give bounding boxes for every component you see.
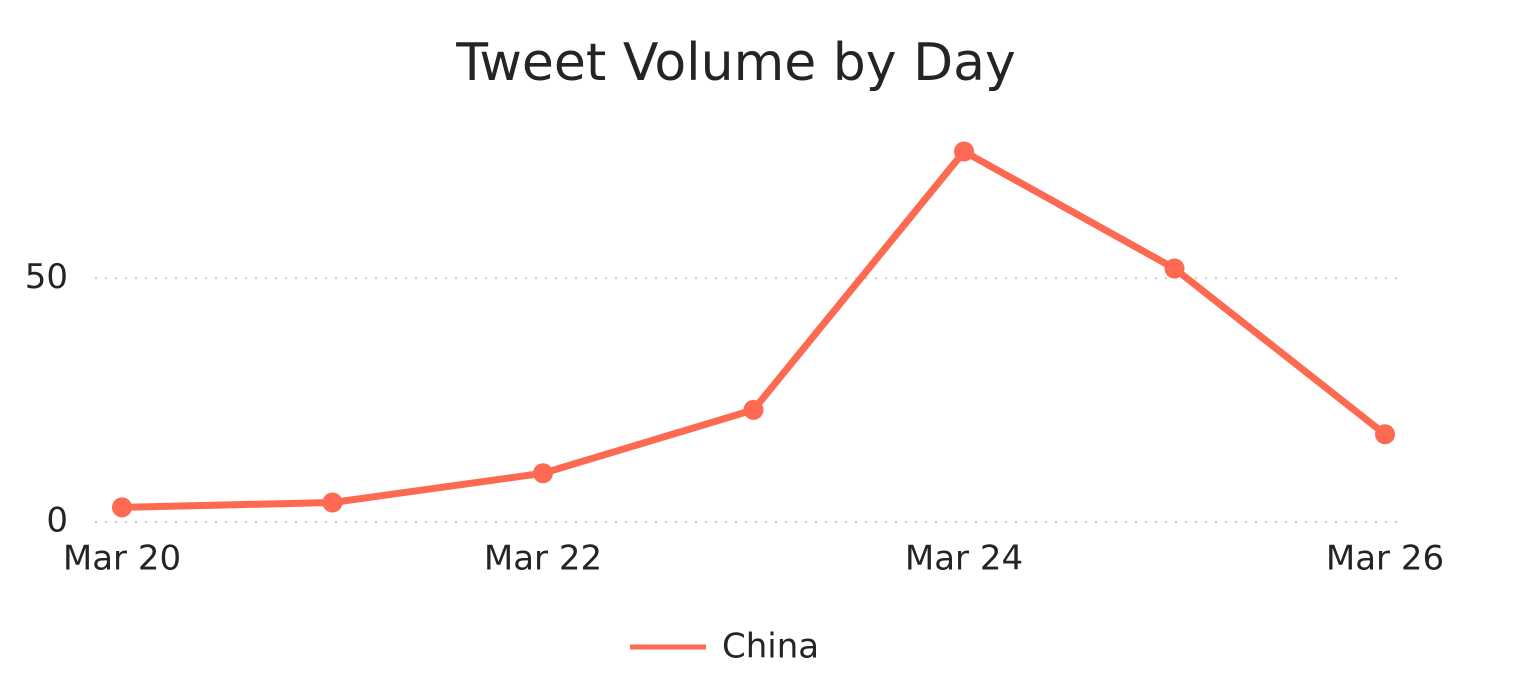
legend-label: China [722,627,819,667]
x-tick-label: Mar 20 [63,539,181,579]
y-tick-label: 0 [46,501,68,541]
data-point [322,492,343,513]
data-point [533,463,553,484]
data-point [954,141,974,162]
chart-title: Tweet Volume by Day [455,33,1016,93]
data-point [112,497,132,518]
y-tick-label: 50 [25,257,68,297]
data-point [1164,258,1185,279]
data-point [743,399,764,420]
data-point [1375,424,1395,445]
x-tick-label: Mar 24 [905,539,1023,579]
x-tick-label: Mar 26 [1326,539,1444,579]
x-tick-label: Mar 22 [484,539,602,579]
